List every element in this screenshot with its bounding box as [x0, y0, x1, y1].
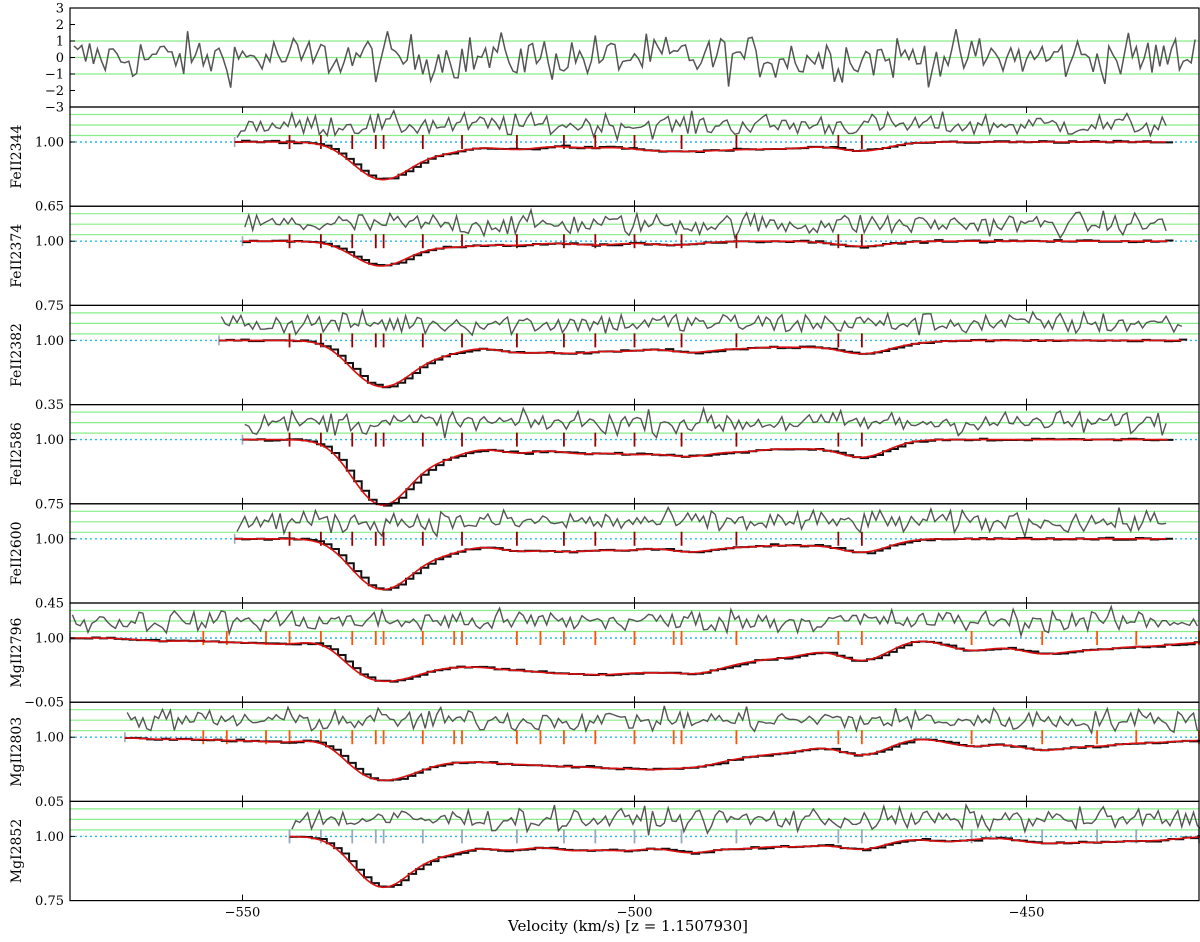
panel-FeII2600: 1.00 0.45 FeII2600 [9, 504, 1200, 612]
y-tick-label-top: 1.00 [35, 532, 64, 547]
panel-MgII2803: 1.00 0.05 MgII2803 [9, 702, 1200, 810]
residual-summary-panel: 32 10 −1−2 −3 [45, 2, 1199, 116]
panel-MgII2796: 1.00 −0.05 MgII2796 [9, 603, 1200, 711]
data-spectrum [125, 738, 1200, 781]
panel-label-FeII2600: FeII2600 [9, 521, 25, 585]
residual-y-tick-label: 3 [56, 2, 64, 17]
residual-y-tick-label: 2 [56, 18, 64, 33]
panel-frame [70, 504, 1199, 603]
panel-FeII2374: 1.00 0.75 FeII2374 [9, 206, 1200, 314]
panel-FeII2344: 1.00 0.65 FeII2344 [9, 107, 1200, 215]
y-tick-label-bottom: 0.45 [35, 597, 64, 612]
y-tick-label-bottom: 0.65 [35, 200, 64, 215]
x-tick-label: −450 [1009, 906, 1045, 921]
data-spectrum [290, 836, 1200, 887]
model-fit-line [219, 340, 1182, 386]
y-tick-label-bottom: 0.75 [35, 497, 64, 512]
y-tick-label-top: 1.00 [35, 731, 64, 746]
model-fit-line [243, 440, 1168, 506]
x-axis-title: Velocity (km/s) [z = 1.1507930] [507, 917, 748, 935]
y-tick-label-top: 1.00 [35, 632, 64, 647]
panel-label-MgI2852: MgI2852 [9, 819, 25, 883]
panel-residual-line [292, 805, 1200, 835]
residual-y-tick-label: −3 [45, 101, 64, 116]
y-tick-label-top: 1.00 [35, 136, 64, 151]
y-tick-label-bottom: 0.35 [35, 398, 64, 413]
x-tick-label: −550 [225, 906, 261, 921]
y-tick-label-top: 1.00 [35, 235, 64, 250]
residual-y-tick-label: 0 [56, 51, 64, 66]
residual-series-line [74, 29, 1195, 87]
residual-y-tick-label: −2 [45, 84, 64, 99]
panel-label-FeII2586: FeII2586 [9, 422, 25, 486]
panel-label-FeII2374: FeII2374 [9, 224, 25, 288]
model-fit-line [235, 539, 1167, 590]
panels-layer: 32 10 −1−2 −3 1.00 0.65 FeII2344 1.00 0.75 FeII23… [9, 2, 1200, 921]
data-spectrum [243, 439, 1174, 506]
y-tick-label-bottom: 0.75 [35, 894, 64, 909]
residual-y-tick-label: 1 [56, 35, 64, 50]
y-tick-label-bottom: 0.05 [35, 795, 64, 810]
data-spectrum [243, 240, 1174, 265]
y-tick-label-bottom: −0.05 [24, 696, 64, 711]
model-fit-line [235, 142, 1167, 180]
panel-label-FeII2344: FeII2344 [9, 125, 25, 189]
panel-residual-line [221, 310, 1182, 335]
panel-label-MgII2803: MgII2803 [9, 717, 25, 787]
panel-FeII2382: 1.00 0.35 FeII2382 [9, 305, 1200, 413]
residual-y-tick-label: −1 [45, 68, 64, 83]
model-fit-line [243, 241, 1168, 266]
panel-FeII2586: 1.00 0.75 FeII2586 [9, 405, 1200, 513]
y-tick-label-bottom: 0.75 [35, 299, 64, 314]
panel-label-FeII2382: FeII2382 [9, 323, 25, 387]
y-tick-label-top: 1.00 [35, 433, 64, 448]
panel-label-MgII2796: MgII2796 [9, 618, 25, 688]
y-tick-label-top: 1.00 [35, 334, 64, 349]
model-fit-line [125, 738, 1198, 781]
y-tick-label-top: 1.00 [35, 830, 64, 845]
